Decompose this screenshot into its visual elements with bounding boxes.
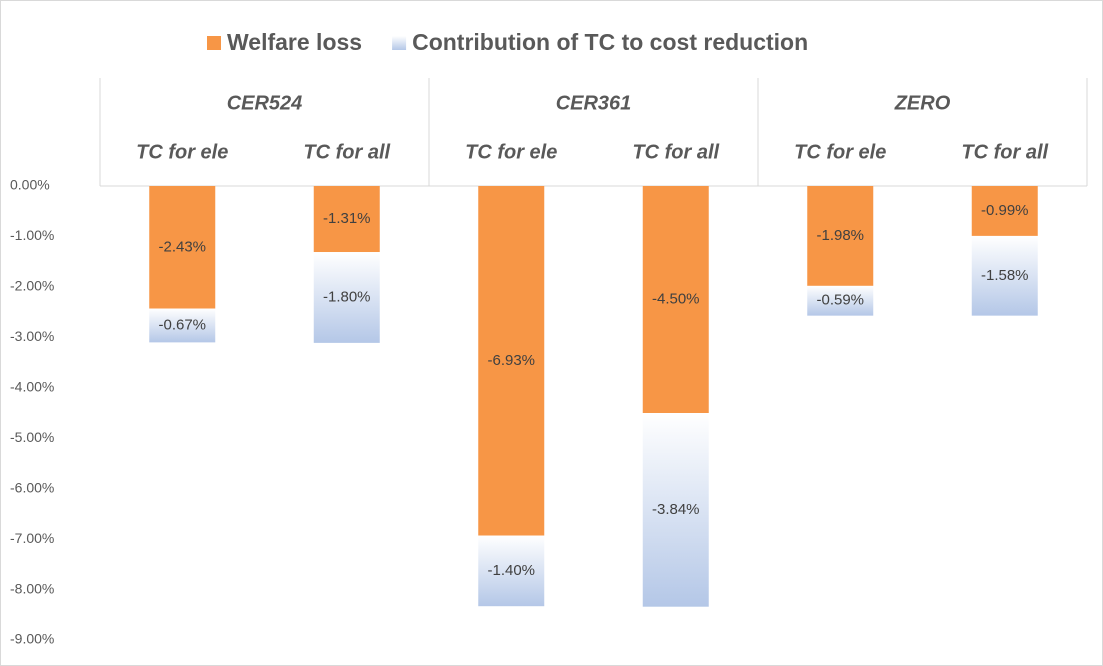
legend-label: Welfare loss <box>227 29 362 55</box>
y-tick-label: -8.00% <box>10 580 54 596</box>
data-label: -4.50% <box>652 290 700 307</box>
bar-segment <box>971 186 1038 236</box>
bar-segment <box>642 186 709 413</box>
bar-segment <box>971 235 1038 316</box>
y-tick-label: -6.00% <box>10 479 54 495</box>
category-label: TC for all <box>961 141 1048 163</box>
y-tick-label: -9.00% <box>10 631 54 647</box>
y-tick-label: -2.00% <box>10 278 54 294</box>
bar-segment <box>149 186 216 309</box>
data-label: -0.59% <box>816 292 864 309</box>
y-tick-label: -3.00% <box>10 328 54 344</box>
data-label: -2.43% <box>158 238 206 255</box>
data-label: -1.40% <box>487 562 535 579</box>
category-label: TC for all <box>632 141 719 163</box>
category-label: TC for all <box>303 141 390 163</box>
data-label: -3.84% <box>652 501 700 518</box>
data-label: -1.98% <box>816 227 864 244</box>
group-label: CER524 <box>227 92 303 114</box>
legend-swatch <box>392 36 407 50</box>
bar-segment <box>149 308 216 343</box>
y-tick-label: -4.00% <box>10 378 54 394</box>
y-tick-label: 0.00% <box>10 177 50 193</box>
bar-segment <box>478 186 545 536</box>
y-tick-label: -7.00% <box>10 530 54 546</box>
category-label: TC for ele <box>465 141 557 163</box>
bar-segment <box>313 252 380 343</box>
bar-segment <box>313 186 380 253</box>
bar-segment <box>642 413 709 607</box>
category-label: TC for ele <box>794 141 886 163</box>
data-label: -1.80% <box>323 288 371 305</box>
group-label: CER361 <box>556 92 632 114</box>
data-label: -0.67% <box>158 316 206 333</box>
bar-segment <box>807 186 874 286</box>
y-tick-label: -5.00% <box>10 429 54 445</box>
bar-segment <box>807 285 874 316</box>
data-label: -0.99% <box>981 202 1029 219</box>
category-label: TC for ele <box>136 141 228 163</box>
legend-label: Contribution of TC to cost reduction <box>412 29 808 55</box>
bar-segment <box>478 535 545 607</box>
legend-swatch <box>207 36 221 50</box>
data-label: -1.31% <box>323 210 371 227</box>
data-label: -6.93% <box>487 352 535 369</box>
group-label: ZERO <box>894 92 951 114</box>
data-label: -1.58% <box>981 267 1029 284</box>
y-tick-label: -1.00% <box>10 227 54 243</box>
